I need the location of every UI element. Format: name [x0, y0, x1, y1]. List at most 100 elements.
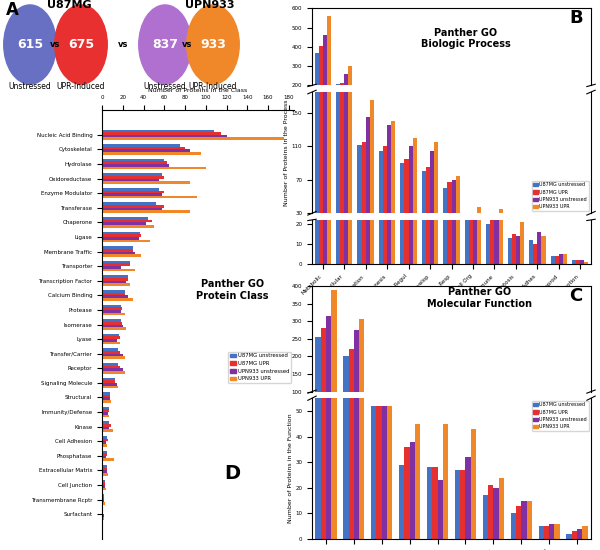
Bar	[576, 236, 580, 238]
Bar	[539, 526, 544, 539]
Bar	[102, 371, 125, 373]
Bar	[354, 0, 359, 539]
Legend: U87MG unstressed, U87MG UPR, UPN933 unstressed, UPN933 UPR: U87MG unstressed, U87MG UPR, UPN933 unst…	[228, 352, 292, 383]
Text: UPN933: UPN933	[185, 0, 235, 10]
Bar	[391, 122, 395, 238]
Bar	[102, 135, 227, 138]
Bar	[566, 534, 572, 539]
Bar	[426, 108, 430, 124]
Bar	[314, 53, 319, 124]
Bar	[508, 122, 512, 124]
Bar	[102, 283, 130, 286]
Bar	[499, 117, 503, 124]
Bar	[379, 151, 383, 238]
Bar	[409, 43, 413, 264]
Bar	[399, 416, 404, 427]
Bar	[102, 502, 105, 505]
Text: 837: 837	[152, 38, 178, 51]
Bar	[576, 260, 580, 264]
Bar	[488, 485, 493, 539]
Bar	[102, 152, 200, 155]
Bar	[331, 0, 337, 539]
Bar	[516, 227, 520, 238]
Bar	[415, 411, 420, 427]
Bar	[358, 102, 362, 124]
Bar	[555, 235, 559, 238]
Bar	[362, 142, 365, 238]
Text: 615: 615	[17, 38, 43, 51]
Bar	[336, 0, 340, 264]
Bar	[383, 103, 387, 124]
Bar	[404, 159, 409, 238]
Bar	[422, 103, 426, 264]
Bar	[102, 409, 109, 412]
Bar	[521, 421, 527, 427]
Bar	[499, 477, 504, 539]
Bar	[383, 146, 387, 238]
Bar	[102, 269, 135, 271]
Bar	[541, 236, 545, 264]
Bar	[430, 53, 434, 264]
Bar	[387, 0, 391, 264]
Bar	[465, 220, 469, 238]
Bar	[327, 0, 331, 238]
Bar	[102, 327, 126, 330]
Bar	[102, 164, 169, 167]
Bar	[102, 254, 142, 257]
Bar	[102, 167, 206, 169]
Bar	[383, 43, 387, 264]
Bar	[555, 256, 559, 264]
Bar	[426, 94, 430, 264]
Bar	[371, 406, 376, 539]
Bar	[409, 103, 413, 124]
Bar	[370, 92, 374, 124]
Bar	[559, 123, 563, 124]
Bar	[410, 442, 415, 539]
Bar	[102, 324, 123, 327]
Bar	[102, 441, 106, 444]
Bar	[102, 349, 118, 351]
Bar	[544, 526, 549, 539]
Bar	[327, 0, 331, 264]
Bar	[529, 122, 533, 124]
Bar	[370, 0, 374, 264]
Bar	[102, 468, 107, 470]
Bar	[494, 204, 499, 264]
Bar	[316, 337, 320, 427]
Bar	[508, 238, 512, 264]
Bar	[448, 130, 452, 264]
Bar	[102, 305, 121, 307]
Bar	[477, 207, 481, 238]
Text: U87MG: U87MG	[47, 0, 91, 10]
Bar	[314, 0, 319, 264]
Bar	[102, 497, 104, 499]
Bar	[365, 96, 370, 124]
Bar	[102, 217, 148, 219]
Bar	[102, 138, 284, 140]
Bar	[430, 151, 434, 238]
Text: C: C	[569, 287, 583, 305]
Bar	[340, 82, 344, 124]
Bar	[554, 425, 560, 427]
Bar	[102, 319, 121, 322]
Bar	[102, 147, 185, 150]
Bar	[520, 120, 524, 124]
Bar	[563, 254, 567, 264]
Bar	[551, 123, 555, 124]
Bar	[314, 0, 319, 238]
Text: 933: 933	[200, 38, 226, 51]
Bar	[466, 457, 471, 539]
Bar	[336, 85, 340, 124]
Bar	[102, 322, 122, 324]
Text: A: A	[6, 1, 19, 19]
Bar	[452, 180, 455, 238]
Bar	[555, 123, 559, 124]
Bar	[358, 145, 362, 238]
Bar	[512, 121, 516, 124]
Bar	[490, 120, 494, 124]
Bar	[477, 188, 481, 264]
Bar	[102, 488, 106, 490]
Text: vs: vs	[118, 40, 128, 49]
Bar	[102, 439, 108, 441]
Bar	[340, 58, 344, 238]
